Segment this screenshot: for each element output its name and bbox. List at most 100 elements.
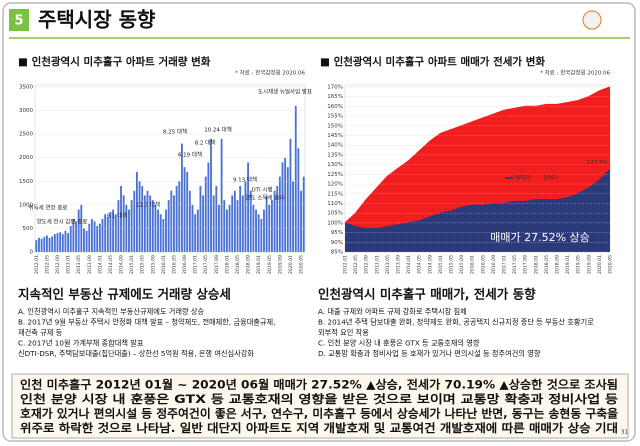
y-tick-label: 170% (327, 85, 343, 91)
bar (175, 186, 178, 252)
y-tick-label: 85% (331, 250, 343, 256)
section-heading: 인천광역시 미추홀구 매매가, 전세가 동향 (318, 287, 536, 302)
bullet: 신DTI-DSR, 주택담보대출(집단대출) – 상한선 5억원 적용, 은행 … (18, 349, 254, 358)
x-tick-label: 2017.05 (512, 255, 518, 274)
bar (231, 195, 234, 252)
y-tick-label: 130% (327, 162, 343, 168)
bar (64, 230, 67, 252)
legend-label: 전세가 (543, 174, 558, 182)
bar (93, 221, 96, 252)
bar (149, 195, 152, 252)
x-tick-label: 2015.01 (129, 255, 135, 274)
y-tick-label: 145% (327, 133, 343, 139)
y-tick-label: 95% (331, 230, 343, 236)
bar (188, 190, 191, 252)
bar (53, 234, 56, 252)
bar (159, 214, 162, 252)
annotation: 전세가 (377, 101, 413, 116)
bullet: 외부적 요인 작용 (318, 328, 369, 337)
bar (151, 200, 154, 252)
annotation: 취득세 연장 종료 (29, 204, 68, 212)
x-tick-label: 2018.09 (246, 255, 252, 274)
bar (128, 209, 130, 252)
x-tick-label: 2019.05 (267, 255, 273, 274)
bar (236, 200, 239, 252)
bar (106, 216, 109, 252)
y-tick-label: 2500 (19, 132, 33, 138)
bar (43, 236, 46, 252)
bar (90, 219, 93, 252)
y-tick-label: 2000 (19, 155, 33, 161)
x-tick-label: 2019.09 (586, 255, 592, 274)
annotation: 9.13 대책 (233, 176, 257, 184)
bullet: C. 2017년 10월 가계부채 종합대책 발표 (18, 339, 144, 348)
y-tick-label: 3000 (19, 108, 33, 114)
bar (167, 200, 170, 252)
x-tick-label: 2013.01 (66, 255, 72, 274)
x-tick-label: 2013.01 (374, 255, 380, 274)
x-tick-label: 2015.05 (449, 255, 455, 274)
bar (180, 143, 183, 252)
summary-line: 인천 분양 시장 내 훈풍은 GTX 등 교통호재의 영향을 받은 것으로 보이… (20, 392, 619, 406)
x-tick-label: 2020.01 (288, 255, 294, 274)
bar (257, 214, 260, 252)
x-tick-label: 2014.01 (406, 255, 412, 274)
section-heading: 지속적인 부동산 규제에도 거래량 상승세 (18, 287, 231, 302)
annotation: 6.19 대책 (178, 151, 202, 159)
x-tick-label: 2018.01 (224, 255, 230, 274)
bar (191, 204, 194, 252)
bar (133, 190, 136, 252)
y-tick-label: 1500 (19, 179, 33, 185)
bar (162, 219, 165, 252)
bar (207, 162, 210, 252)
annotation: 9.1 대책 (107, 212, 128, 220)
bar (130, 200, 133, 252)
plot-area-left (34, 84, 306, 253)
x-tick-label: 2020.05 (299, 255, 305, 274)
bar (273, 190, 276, 252)
bar (276, 186, 279, 252)
y-tick-label: 165% (327, 94, 343, 100)
bar (146, 190, 149, 252)
x-tick-label: 2019.01 (565, 255, 571, 274)
bar (302, 176, 305, 252)
bar (239, 186, 242, 252)
annotation: 도시재생 뉴딜사업 발표 (258, 88, 312, 96)
bar (241, 195, 244, 252)
y-tick-label: 1000 (19, 202, 33, 208)
bar (202, 195, 205, 252)
logo (582, 10, 602, 30)
bar (59, 232, 62, 252)
legend-label: 매매가 (515, 174, 530, 182)
x-tick-label: 2012.01 (343, 255, 349, 274)
bar (165, 209, 167, 252)
bar (244, 181, 247, 252)
bar (223, 200, 226, 252)
page-number: 31 (621, 430, 628, 436)
section-number: 5 (14, 14, 23, 29)
x-tick-label: 2016.05 (171, 255, 177, 274)
annotation: 70.19% 상승 (362, 121, 428, 134)
annotation: 11.3 대책 (136, 201, 160, 209)
line (344, 169, 611, 230)
bar (199, 186, 202, 252)
bar (170, 190, 173, 252)
x-tick-label: 2019.01 (256, 255, 262, 274)
annotation: 매매가 27.52% 상승 (490, 231, 590, 244)
chart-title: ■ 인천광역시 미추홀구 아파트 매매가 전세가 변화 (320, 55, 545, 68)
number-box (9, 9, 29, 31)
bar (292, 181, 295, 252)
x-tick-label: 2014.09 (119, 255, 125, 274)
bar (67, 233, 70, 252)
summary-line: 위주로 하락한 것으로 나타남. 일반 대단지 아파트도 지역 개발호재 및 교… (20, 421, 618, 435)
bar (270, 200, 273, 252)
bar (300, 190, 302, 252)
summary-line: 인천 미추홀구 2012년 01월 ~ 2020년 06월 매매가 27.52%… (20, 378, 618, 392)
x-tick-label: 2014.01 (97, 255, 103, 274)
bar (138, 181, 141, 252)
x-tick-label: 2019.09 (277, 255, 283, 274)
bar (249, 190, 252, 252)
bar (120, 186, 122, 252)
y-tick-label: 500 (23, 226, 34, 232)
